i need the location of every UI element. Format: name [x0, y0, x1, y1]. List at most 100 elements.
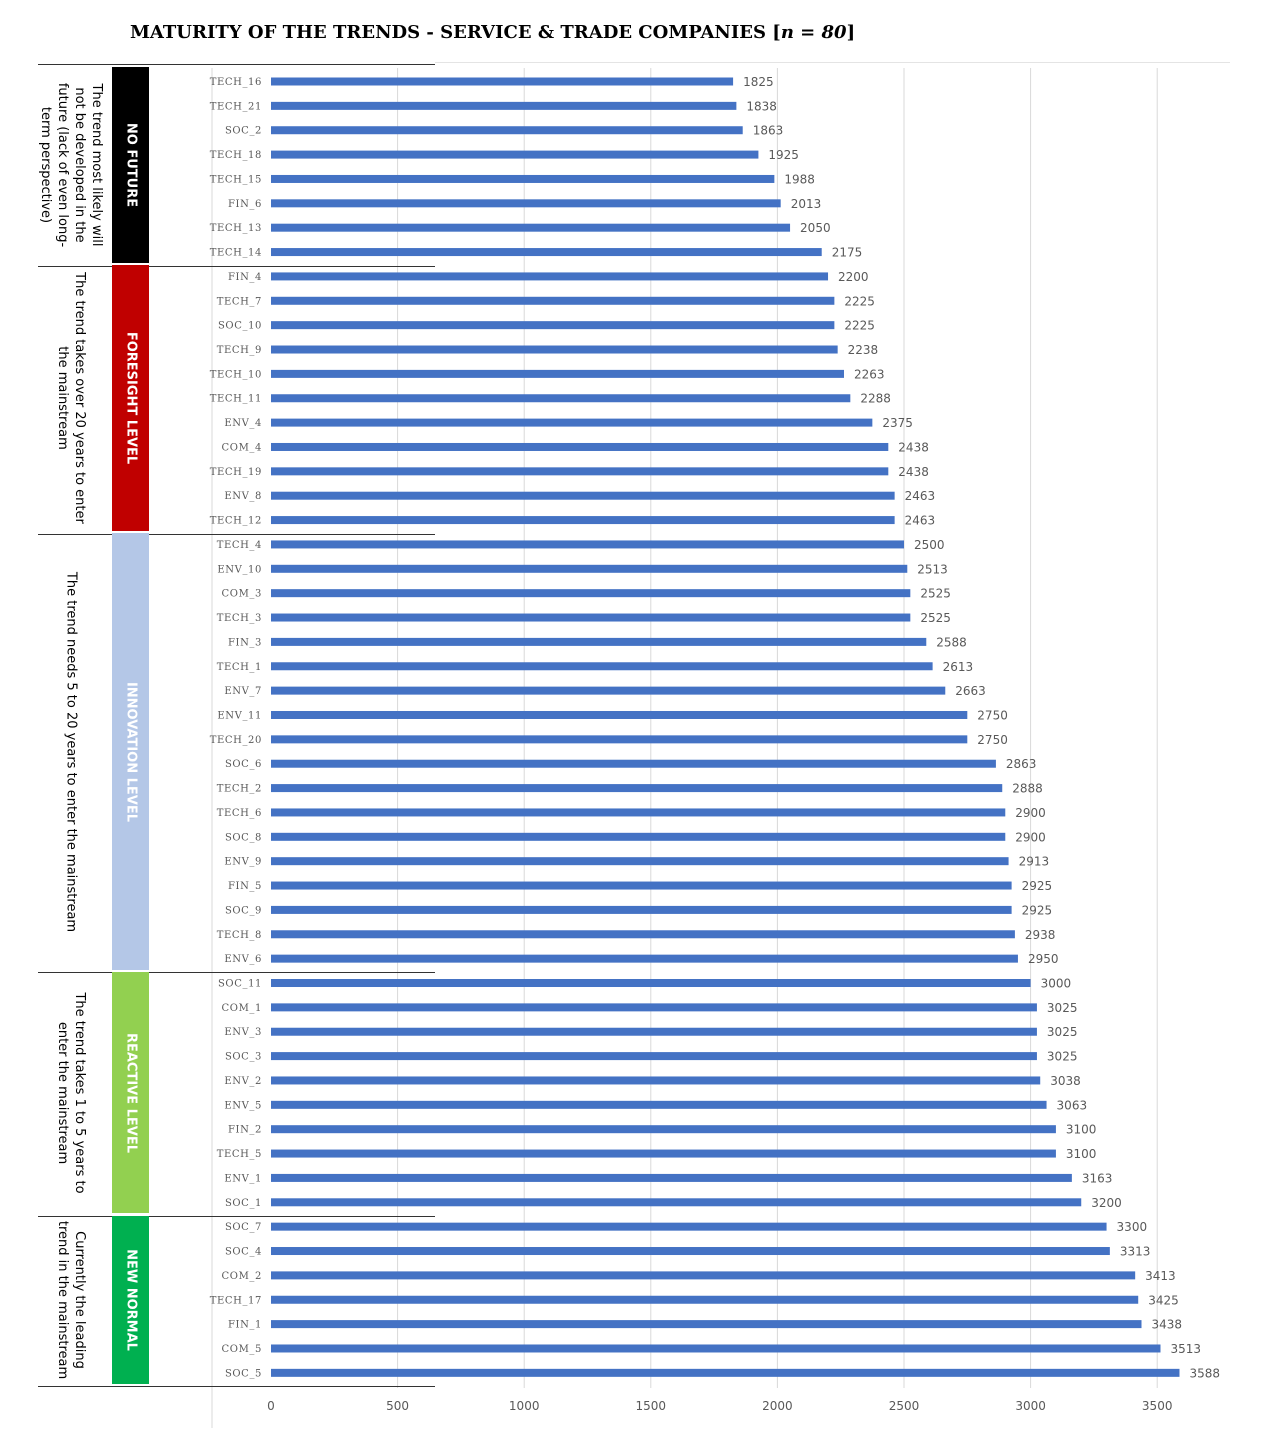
- category-label: COM_3: [222, 589, 262, 600]
- bar: [271, 1198, 1082, 1207]
- data-label: 2225: [844, 294, 875, 308]
- bar: [271, 1320, 1142, 1329]
- data-label: 2925: [1022, 879, 1053, 893]
- bar: [271, 784, 1003, 793]
- bar: [271, 1076, 1041, 1085]
- bar: [271, 1295, 1139, 1304]
- data-label: 3163: [1082, 1171, 1113, 1185]
- category-label: ENV_10: [217, 564, 262, 575]
- data-label: 3025: [1047, 1001, 1078, 1015]
- group-separator: [38, 972, 435, 973]
- category-label: TECH_1: [217, 662, 262, 673]
- data-label: 2863: [1006, 757, 1037, 771]
- bar: [271, 321, 835, 330]
- data-label: 2513: [917, 562, 948, 576]
- category-label: ENV_3: [224, 1027, 262, 1038]
- data-label: 2588: [936, 635, 967, 649]
- group-separator: [38, 266, 435, 267]
- data-label: 2288: [860, 392, 891, 406]
- data-label: 2525: [920, 611, 951, 625]
- bar: [271, 1368, 1180, 1377]
- category-label: FIN_4: [228, 272, 262, 283]
- data-label: 2438: [898, 440, 929, 454]
- bar: [271, 1271, 1136, 1280]
- bar: [271, 832, 1006, 841]
- category-label: SOC_6: [225, 759, 262, 770]
- category-label: ENV_5: [224, 1100, 262, 1111]
- bar: [271, 1027, 1037, 1036]
- data-label: 2950: [1028, 952, 1059, 966]
- data-label: 2375: [882, 416, 913, 430]
- group-label-box: REACTIVE LEVEL: [112, 972, 149, 1213]
- category-label: FIN_2: [228, 1125, 262, 1136]
- bar: [271, 686, 946, 695]
- bar: [271, 1222, 1107, 1231]
- category-label: TECH_16: [210, 77, 262, 88]
- category-label: ENV_9: [224, 857, 262, 868]
- data-label: 1988: [784, 172, 815, 186]
- group-description-text: The trend needs 5 to 20 years to enter t…: [63, 571, 79, 932]
- data-label: 2750: [977, 708, 1008, 722]
- data-label: 3100: [1066, 1147, 1097, 1161]
- bar: [271, 1344, 1161, 1353]
- bar: [271, 662, 933, 671]
- category-label: ENV_8: [224, 491, 262, 502]
- bar: [271, 857, 1009, 866]
- data-label: 3425: [1148, 1293, 1179, 1307]
- group-label-box: NO FUTURE: [112, 67, 149, 263]
- category-label: SOC_1: [225, 1198, 262, 1209]
- data-label: 3000: [1041, 977, 1072, 991]
- data-label: 2225: [844, 319, 875, 333]
- category-label: TECH_14: [210, 248, 262, 259]
- category-label: ENV_6: [224, 954, 262, 965]
- group-name: INNOVATION LEVEL: [123, 681, 138, 822]
- bar: [271, 564, 908, 573]
- group-description-text: The trend most likely will not be develo…: [38, 82, 104, 248]
- category-label: SOC_11: [218, 979, 262, 990]
- data-label: 1925: [768, 148, 799, 162]
- x-tick-label: 0: [267, 1399, 275, 1413]
- bar: [271, 710, 968, 719]
- bar: [271, 540, 904, 549]
- chart-title-main: MATURITY OF THE TRENDS - SERVICE & TRADE…: [130, 22, 781, 43]
- bar: [271, 491, 895, 500]
- category-label: TECH_11: [210, 394, 262, 405]
- data-label: 3413: [1145, 1269, 1176, 1283]
- data-label: 3300: [1117, 1220, 1148, 1234]
- data-label: 3025: [1047, 1025, 1078, 1039]
- category-label: COM_4: [222, 442, 262, 453]
- data-label: 2750: [977, 733, 1008, 747]
- chart-title: MATURITY OF THE TRENDS - SERVICE & TRADE…: [130, 22, 855, 43]
- data-label: 2613: [943, 660, 974, 674]
- category-label: TECH_4: [217, 540, 262, 551]
- x-tick-label: 2000: [762, 1399, 793, 1413]
- data-label: 2438: [898, 465, 929, 479]
- category-label: SOC_4: [225, 1247, 262, 1258]
- category-label: COM_2: [222, 1271, 262, 1282]
- bar: [271, 1003, 1037, 1012]
- data-label: 2238: [848, 343, 879, 357]
- data-label: 3438: [1152, 1318, 1183, 1332]
- group-description: Currently the leading trend in the mains…: [36, 1216, 106, 1384]
- category-label: ENV_4: [224, 418, 262, 429]
- bar: [271, 1149, 1056, 1158]
- group-separator: [38, 64, 435, 65]
- group-name: NEW NORMAL: [123, 1249, 138, 1351]
- bar: [271, 1100, 1047, 1109]
- data-label: 2175: [832, 246, 863, 260]
- bar: [271, 223, 791, 232]
- x-tick-label: 1500: [636, 1399, 667, 1413]
- group-description-text: The trend takes 1 to 5 years to enter th…: [55, 991, 87, 1194]
- bar: [271, 101, 737, 110]
- group-description: The trend takes 1 to 5 years to enter th…: [36, 972, 106, 1213]
- title-rule: [435, 62, 1230, 63]
- bar: [271, 467, 889, 476]
- data-label: 2050: [800, 221, 831, 235]
- category-label: TECH_19: [210, 467, 262, 478]
- bar: [271, 905, 1012, 914]
- bar: [271, 296, 835, 305]
- category-label: TECH_2: [217, 784, 262, 795]
- group-label-box: NEW NORMAL: [112, 1216, 149, 1384]
- data-label: 3038: [1050, 1074, 1081, 1088]
